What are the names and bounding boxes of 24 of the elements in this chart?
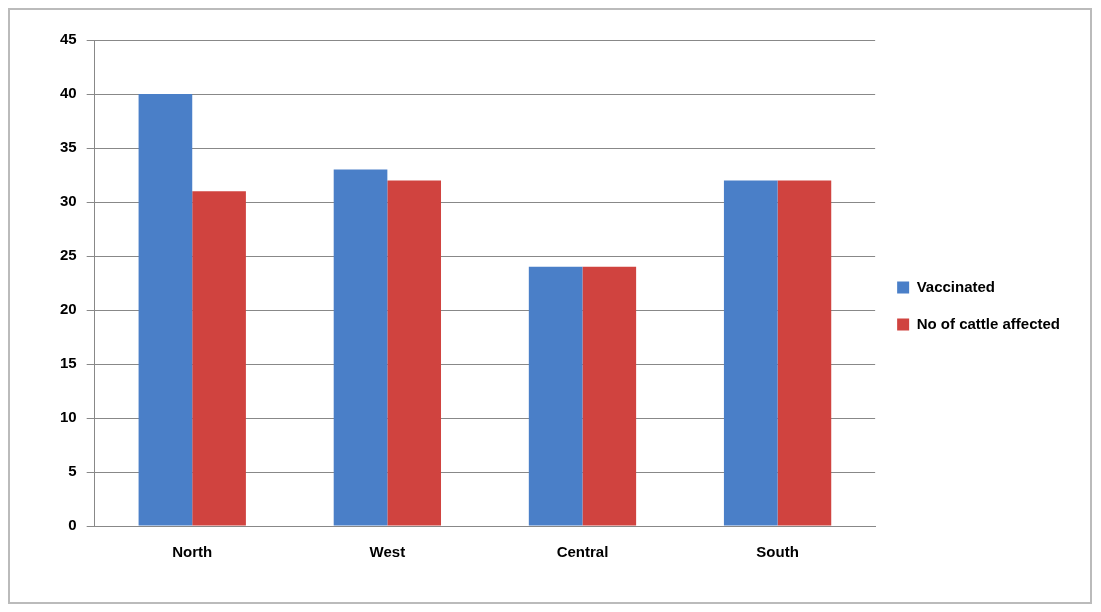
y-tick-label: 15 — [60, 354, 77, 372]
y-tick-label: 10 — [60, 408, 77, 426]
y-tick-label: 30 — [60, 192, 77, 210]
bar — [582, 266, 637, 526]
y-tick-label: 25 — [60, 246, 77, 264]
x-tick-label: Central — [556, 543, 609, 561]
y-tick-label: 5 — [68, 462, 77, 480]
y-tick-label: 35 — [60, 138, 77, 156]
y-tick-label: 0 — [68, 516, 77, 534]
bar — [528, 266, 583, 526]
x-tick-label: North — [172, 543, 213, 561]
bar — [777, 180, 832, 526]
x-tick-label: West — [369, 543, 406, 561]
y-tick-label: 20 — [60, 300, 77, 318]
bar — [387, 180, 442, 526]
bar — [138, 94, 193, 526]
bar — [723, 180, 778, 526]
bar — [192, 191, 246, 526]
legend-label: Vaccinated — [916, 277, 996, 295]
legend-label: No of cattle affected — [916, 314, 1060, 332]
bar — [333, 169, 388, 526]
y-tick-label: 45 — [60, 30, 77, 48]
y-tick-label: 40 — [60, 84, 77, 102]
x-tick-label: South — [756, 543, 799, 561]
